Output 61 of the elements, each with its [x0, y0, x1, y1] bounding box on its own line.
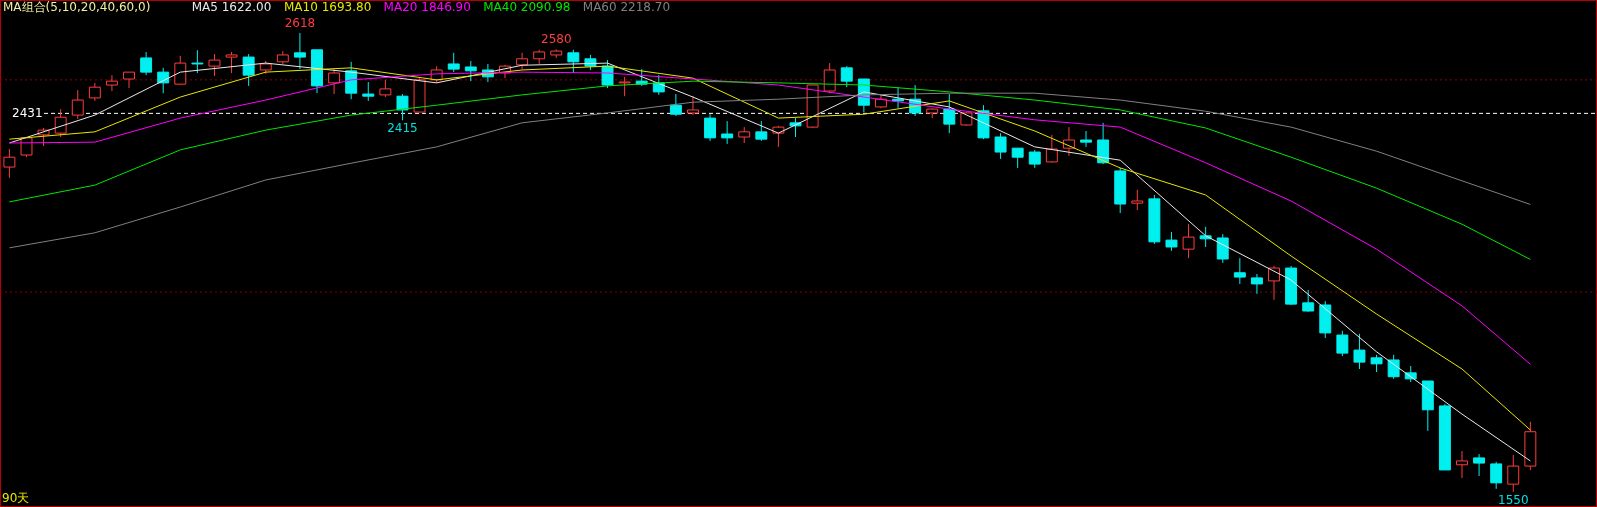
candlestick — [123, 71, 135, 89]
candlestick — [328, 68, 341, 95]
candlestick — [1233, 257, 1246, 285]
text: MA5 1622.00 — [191, 0, 272, 14]
candlestick — [1507, 454, 1520, 493]
candlestick — [1165, 231, 1178, 252]
text: MA20 1846.90 — [383, 0, 471, 14]
candlestick — [687, 95, 699, 116]
candlestick — [225, 51, 238, 74]
candlestick — [396, 93, 409, 121]
candlestick — [1456, 450, 1468, 479]
text: MA10 1693.80 — [284, 0, 372, 14]
candlestick — [447, 52, 460, 73]
candlestick — [1473, 453, 1486, 477]
candlestick — [174, 55, 187, 86]
candlestick — [71, 89, 84, 120]
candlestick — [1268, 265, 1280, 301]
candlestick — [669, 93, 682, 117]
candlestick — [3, 148, 16, 179]
candlestick — [1080, 130, 1092, 148]
candlestick — [345, 61, 358, 100]
annotation: 90天 — [2, 491, 30, 505]
candlestick — [293, 32, 306, 70]
candlestick — [88, 82, 101, 102]
annotation: 2618 — [284, 16, 316, 31]
candlestick — [1302, 289, 1315, 313]
candlestick — [704, 113, 717, 142]
candlestick — [140, 51, 153, 76]
candlestick — [1045, 134, 1058, 164]
candlestick — [618, 76, 631, 97]
candlestick — [105, 74, 118, 92]
text: MA60 2218.70 — [582, 0, 671, 14]
candlestick — [1250, 273, 1263, 295]
candlestick — [1028, 149, 1041, 169]
candlestick — [242, 53, 255, 87]
candlestick — [994, 132, 1007, 160]
candlestick — [516, 52, 529, 70]
candlestick — [1182, 223, 1195, 259]
candlestick — [721, 120, 734, 145]
candlestick — [464, 60, 477, 82]
candlestick — [1336, 330, 1349, 357]
ref-line-label: 2431 — [12, 106, 43, 121]
candlestick — [191, 49, 204, 74]
candlestick — [943, 93, 956, 134]
candlestick — [1131, 189, 1144, 211]
annotation: 2415 — [387, 121, 418, 136]
candlestick — [1216, 233, 1229, 264]
candlestick — [840, 65, 853, 88]
candlestick — [567, 49, 580, 74]
candlestick — [755, 120, 768, 142]
candlestick — [1387, 354, 1400, 380]
annotation: 1550 — [1497, 492, 1529, 507]
candlestick — [1011, 147, 1024, 169]
candlestick — [362, 81, 375, 102]
text: MA40 2090.98 — [483, 0, 571, 14]
candlestick — [1490, 461, 1503, 490]
candlestick — [208, 53, 221, 77]
annotation: 2580 — [540, 32, 572, 47]
candlestick — [54, 108, 67, 138]
candlestick — [1353, 333, 1366, 370]
chart-title: MA组合(5,10,20,40,60,0) — [3, 0, 151, 14]
